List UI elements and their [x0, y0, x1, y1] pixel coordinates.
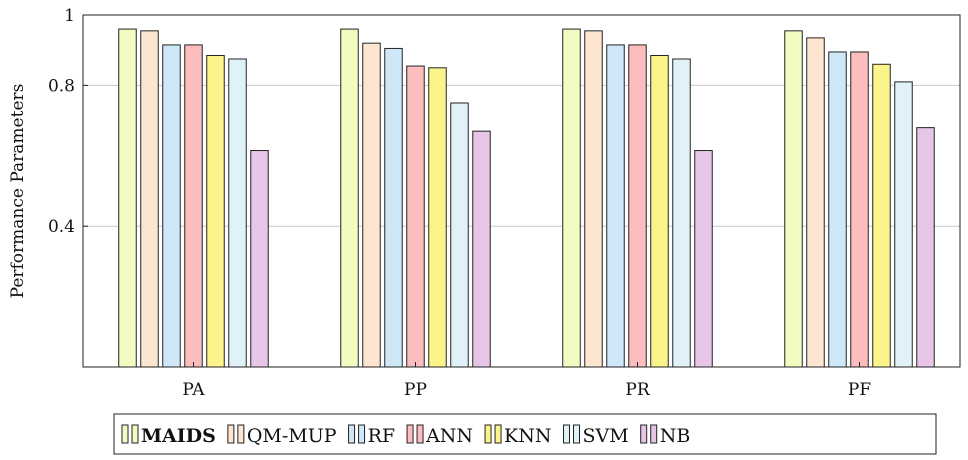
bar-ann-pf [850, 51, 869, 368]
y-tick-label: 0.4 [48, 217, 75, 237]
y-axis-ticks: 0.4 0.8 1 [48, 6, 88, 237]
legend-swatch [650, 424, 658, 444]
bar-nb-pr [694, 150, 713, 368]
bar-nb-pp [472, 130, 491, 368]
bar-knn-pf [872, 63, 891, 368]
legend-swatch [227, 424, 235, 444]
legend-label-rf: RF [368, 425, 396, 447]
bar-maids-pf [784, 30, 803, 368]
bar-qm-mup-pa [140, 30, 159, 368]
bar-knn-pa [206, 54, 225, 368]
bar-qm-mup-pf [806, 37, 825, 368]
bar-rf-pf [828, 51, 847, 368]
y-axis-title: Performance Parameters [8, 84, 28, 299]
bar-svm-pf [894, 81, 913, 368]
bar-nb-pa [250, 150, 269, 368]
bar-rf-pr [606, 44, 625, 368]
x-tick-label: PA [182, 380, 205, 400]
legend-label-svm: SVM [583, 425, 629, 447]
x-tick-label: PP [404, 380, 427, 400]
bar-nb-pf [916, 127, 935, 368]
x-tick-label: PF [848, 380, 871, 400]
bar-svm-pp [450, 102, 469, 368]
legend-swatch [494, 424, 502, 444]
legend-swatch [484, 424, 492, 444]
bar-ann-pa [184, 44, 203, 368]
legend-label-ann: ANN [425, 425, 473, 447]
legend-swatch [358, 424, 366, 444]
bar-svm-pr [672, 58, 691, 368]
legend-label-knn: KNN [504, 425, 551, 447]
legend-swatch [416, 424, 424, 444]
bar-maids-pp [340, 28, 359, 368]
x-axis-ticks: PA PP PR PF [182, 362, 871, 400]
x-tick-label: PR [625, 380, 650, 400]
legend-label-nb: NB [660, 425, 691, 447]
y-tick-label: 1 [64, 6, 75, 26]
legend-swatch [640, 424, 648, 444]
bar-maids-pa [118, 28, 137, 368]
legend-swatch [131, 424, 139, 444]
legend-box [113, 413, 937, 455]
bar-maids-pr [562, 28, 581, 368]
bars [118, 28, 935, 368]
plot-frame [82, 14, 961, 368]
legend-swatch [406, 424, 414, 444]
legend-swatch [573, 424, 580, 444]
legend-label-qm-mup: QM-MUP [247, 425, 337, 447]
bar-knn-pr [650, 54, 669, 368]
bar-ann-pr [628, 44, 647, 368]
bar-rf-pp [384, 47, 403, 368]
bar-knn-pp [428, 67, 447, 368]
bar-qm-mup-pp [362, 42, 381, 368]
bar-qm-mup-pr [584, 30, 603, 368]
legend-swatch [121, 424, 129, 444]
legend-swatch [348, 424, 356, 444]
y-tick-label: 0.8 [48, 76, 75, 96]
bar-rf-pa [162, 44, 181, 368]
legend-swatch [237, 424, 245, 444]
legend-label-maids: MAIDS [141, 425, 216, 447]
legend-swatch [563, 424, 570, 444]
bar-ann-pp [406, 65, 425, 368]
legend-items: MAIDS QM-MUP RF ANN KNN SVM NB [121, 424, 691, 447]
bar-svm-pa [228, 58, 247, 368]
legend: MAIDS QM-MUP RF ANN KNN SVM NB [113, 413, 937, 455]
